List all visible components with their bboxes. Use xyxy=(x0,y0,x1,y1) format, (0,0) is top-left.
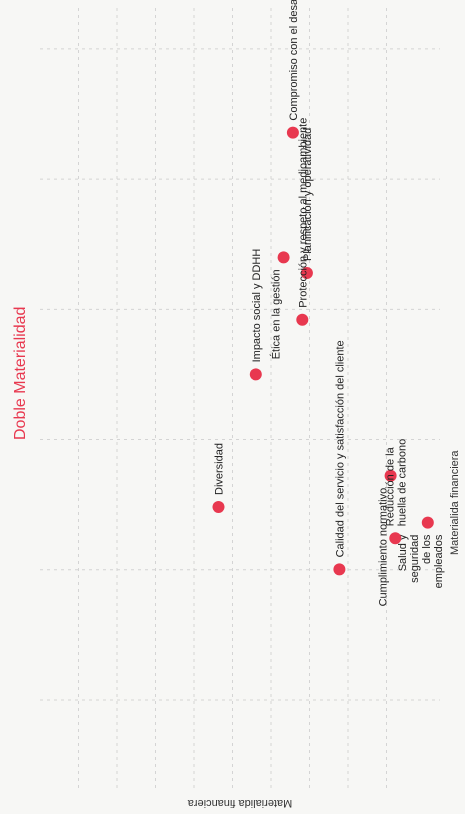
data-point-label-line: Cumplimiento normativo xyxy=(378,488,390,607)
data-point-label-line: de los xyxy=(421,534,433,564)
data-point-label: Cumplimiento normativo xyxy=(378,488,390,607)
data-point xyxy=(333,563,346,576)
data-point-label-line: Calidad del servicio y satisfacción del … xyxy=(334,340,346,557)
data-point-label-line: Reducción de la xyxy=(384,446,396,526)
data-point xyxy=(421,516,434,529)
data-point-label-line: empleados xyxy=(433,534,445,588)
data-point-label: Impacto social y DDHH xyxy=(251,249,263,363)
data-point-label: Compromiso con el desarrollo sostenible xyxy=(288,0,300,121)
data-point-label-line: Protección y respeto al medioambiente xyxy=(297,118,309,308)
grid xyxy=(40,8,440,790)
data-point xyxy=(296,313,309,326)
data-point-label-line: Salud y xyxy=(397,534,409,571)
data-point-label-line: Ética en la gestión xyxy=(270,269,283,359)
data-point-label-line: huella de carbono xyxy=(396,439,408,526)
chart-title: Doble Materialidad xyxy=(12,307,29,440)
data-point-label: Protección y respeto al medioambiente xyxy=(297,118,309,308)
x-axis-label: Materialida financiera xyxy=(449,450,461,555)
data-point-label: Salud yseguridadde losempleados xyxy=(397,534,445,588)
data-point-label: Diversidad xyxy=(214,443,226,495)
y-axis-label: Materialida financiera xyxy=(187,797,292,809)
data-point-label: Reducción de lahuella de carbono xyxy=(384,439,408,526)
data-point-label-line: Impacto social y DDHH xyxy=(251,249,263,363)
data-point xyxy=(277,251,290,264)
data-point-label-line: Diversidad xyxy=(214,443,226,495)
data-point xyxy=(286,126,299,139)
data-point xyxy=(384,469,397,482)
data-point-label-line: Compromiso con el desarrollo sostenible xyxy=(288,0,300,121)
data-point xyxy=(249,368,262,381)
data-point xyxy=(212,501,225,513)
data-point xyxy=(300,267,313,279)
data-point-label-line: seguridad xyxy=(409,535,421,583)
data-point-label-line: Planificación y operatividad xyxy=(302,128,314,261)
data-point-label: Calidad del servicio y satisfacción del … xyxy=(334,340,346,557)
data-points: Compromiso con el desarrollo sostenibleP… xyxy=(212,0,445,607)
data-point xyxy=(389,532,402,545)
data-point-label: Ética en la gestión xyxy=(270,269,283,359)
data-point-label: Planificación y operatividad xyxy=(302,128,314,261)
